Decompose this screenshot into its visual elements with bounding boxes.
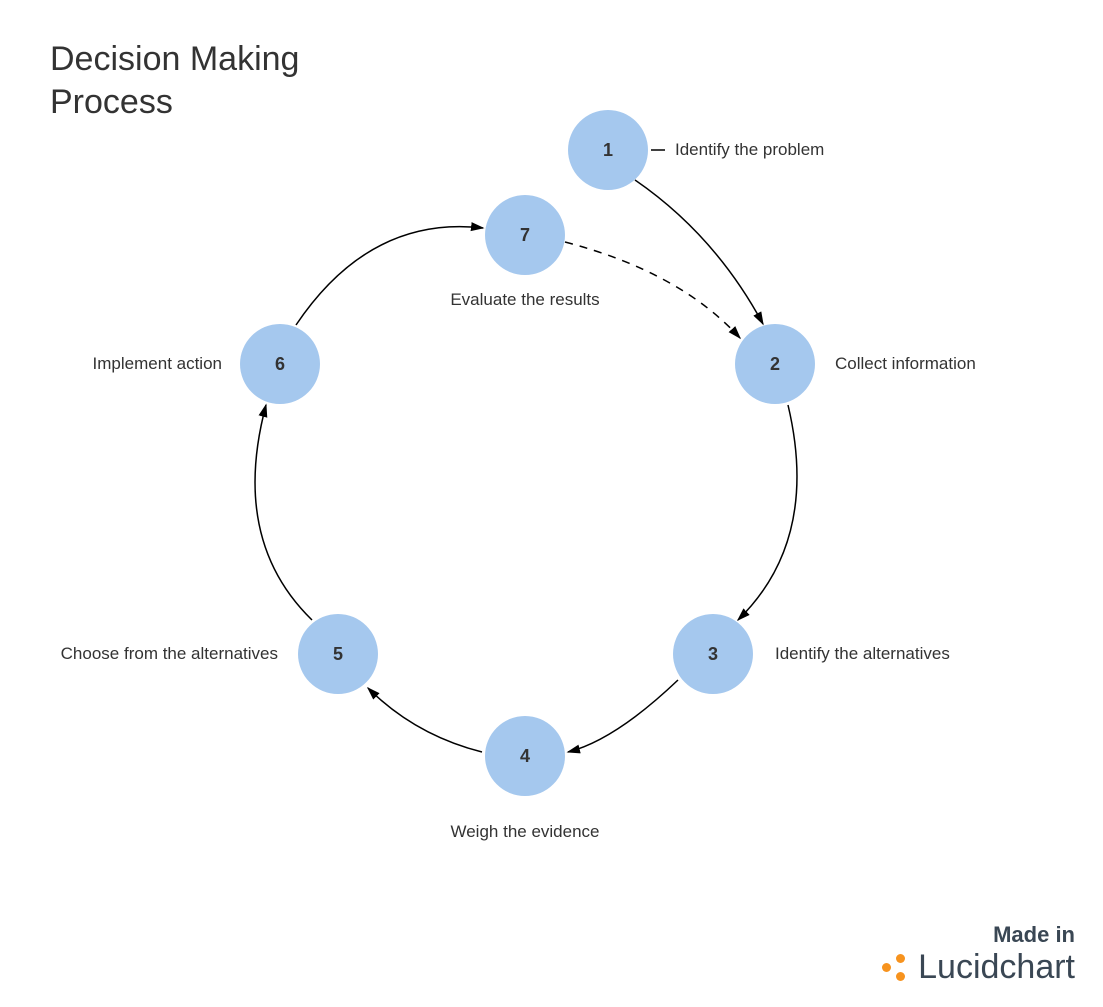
node-number: 3 <box>708 644 718 665</box>
node-number: 7 <box>520 225 530 246</box>
edge-n4-n5 <box>368 688 482 752</box>
node-number: 1 <box>603 140 613 161</box>
node-label-n7: Evaluate the results <box>450 290 599 310</box>
edge-n1-n2 <box>635 180 763 324</box>
edge-n3-n4 <box>568 680 678 752</box>
diagram-title: Decision MakingProcess <box>50 38 299 123</box>
node-number: 5 <box>333 644 343 665</box>
node-n6: 6 <box>240 324 320 404</box>
watermark: Made in Lucidchart <box>880 922 1075 987</box>
node-n2: 2 <box>735 324 815 404</box>
node-number: 6 <box>275 354 285 375</box>
node-n7: 7 <box>485 195 565 275</box>
node-label-n5: Choose from the alternatives <box>61 644 278 664</box>
watermark-brand: Lucidchart <box>880 948 1075 987</box>
node-n4: 4 <box>485 716 565 796</box>
node-n5: 5 <box>298 614 378 694</box>
node-number: 2 <box>770 354 780 375</box>
node-label-n3: Identify the alternatives <box>775 644 950 664</box>
watermark-brand-text: Lucidchart <box>918 948 1075 987</box>
edge-n6-n7 <box>296 227 483 325</box>
node-label-n6: Implement action <box>93 354 222 374</box>
watermark-madein: Made in <box>880 922 1075 948</box>
edges-layer <box>0 0 1103 1007</box>
node-label-n1: Identify the problem <box>675 140 824 160</box>
node-label-n4: Weigh the evidence <box>450 822 599 842</box>
edge-n2-n3 <box>738 405 797 620</box>
lucidchart-icon <box>880 954 908 982</box>
edge-n5-n6 <box>255 405 312 620</box>
node-number: 4 <box>520 746 530 767</box>
node-label-n2: Collect information <box>835 354 976 374</box>
node-n3: 3 <box>673 614 753 694</box>
node-n1: 1 <box>568 110 648 190</box>
